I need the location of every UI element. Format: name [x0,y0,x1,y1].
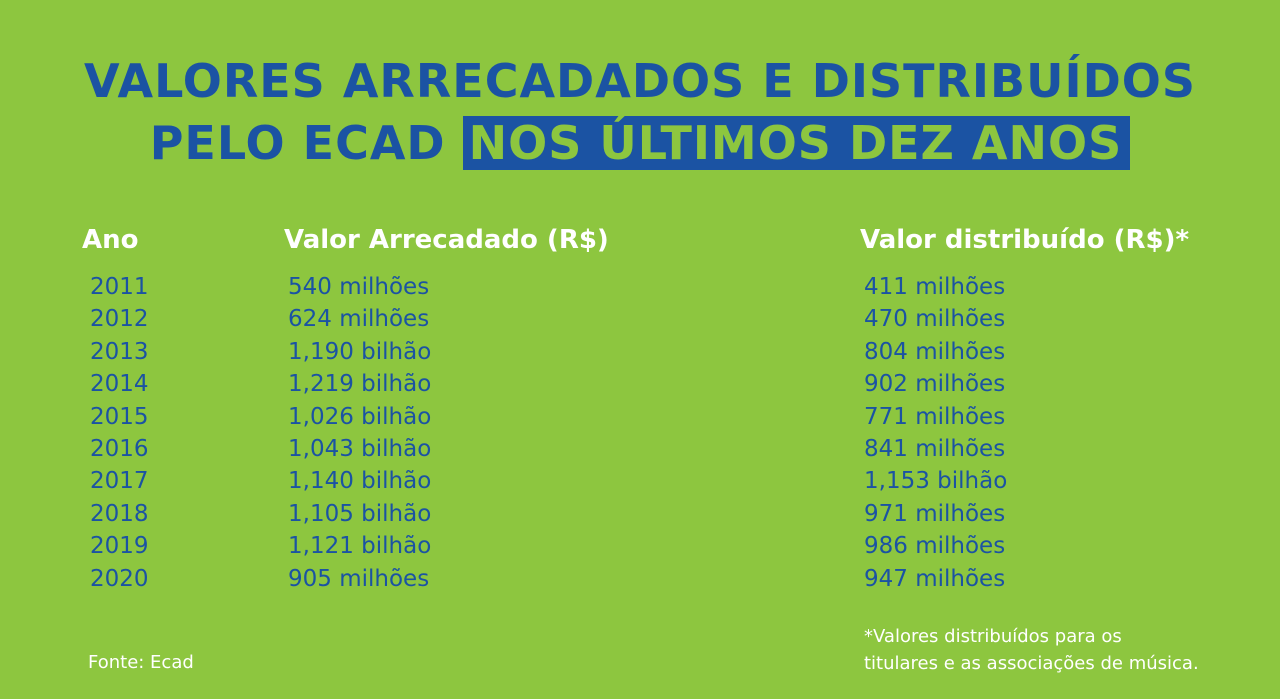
footnote: *Valores distribuídos para os titulares … [864,623,1199,677]
distributed-cell: 804 milhões [864,338,1006,365]
distributed-cell: 841 milhões [864,435,1006,462]
collected-cell: 1,121 bilhão [288,533,432,560]
title-highlight: NOS ÚLTIMOS DEZ ANOS [462,116,1131,170]
header-distributed: Valor distribuído (R$)* [860,225,1190,255]
collected-cell: 905 milhões [288,565,430,592]
distributed-cell: 986 milhões [864,533,1006,560]
collected-column: 540 milhões 624 milhões 1,190 bilhão 1,2… [288,271,431,595]
distributed-cell: 947 milhões [864,565,1006,592]
year-cell: 2015 [90,403,149,430]
year-cell: 2019 [90,533,149,560]
collected-cell: 540 milhões [288,274,430,300]
distributed-cell: 771 milhões [864,403,1006,430]
year-cell: 2018 [90,500,149,527]
collected-cell: 1,105 bilhão [288,500,432,527]
collected-cell: 1,190 bilhão [288,338,432,365]
title-line-2: PELO ECAD NOS ÚLTIMOS DEZ ANOS [0,112,1280,174]
year-cell: 2016 [90,435,149,462]
source-note: Fonte: Ecad [88,652,194,673]
distributed-cell: 1,153 bilhão [864,468,1008,495]
title-line-2-plain: PELO ECAD [149,116,446,170]
year-cell: 2014 [90,371,149,398]
year-cell: 2012 [90,306,149,333]
footnote-line-2: titulares e as associações de música. [864,653,1199,674]
header-collected: Valor Arrecadado (R$) [284,225,609,255]
footnote-line-1: *Valores distribuídos para os [864,626,1122,647]
collected-cell: 1,026 bilhão [288,403,432,430]
page-title: VALORES ARRECADADOS E DISTRIBUÍDOS PELO … [0,50,1280,174]
year-cell: 2017 [90,468,149,495]
collected-cell: 1,219 bilhão [288,371,432,398]
collected-cell: 1,043 bilhão [288,435,432,462]
collected-cell: 1,140 bilhão [288,468,432,495]
header-year: Ano [82,225,139,255]
year-cell: 2013 [90,338,149,365]
distributed-column: 411 milhões 470 milhões 804 milhões 902 … [864,271,1007,595]
year-cell: 2011 [90,274,149,300]
collected-cell: 624 milhões [288,306,430,333]
title-line-1: VALORES ARRECADADOS E DISTRIBUÍDOS [83,54,1196,108]
distributed-cell: 902 milhões [864,371,1006,398]
distributed-cell: 411 milhões [864,274,1006,300]
distributed-cell: 971 milhões [864,500,1006,527]
year-column: 2011 2012 2013 2014 2015 2016 2017 2018 … [90,271,149,595]
distributed-cell: 470 milhões [864,306,1006,333]
year-cell: 2020 [90,565,149,592]
